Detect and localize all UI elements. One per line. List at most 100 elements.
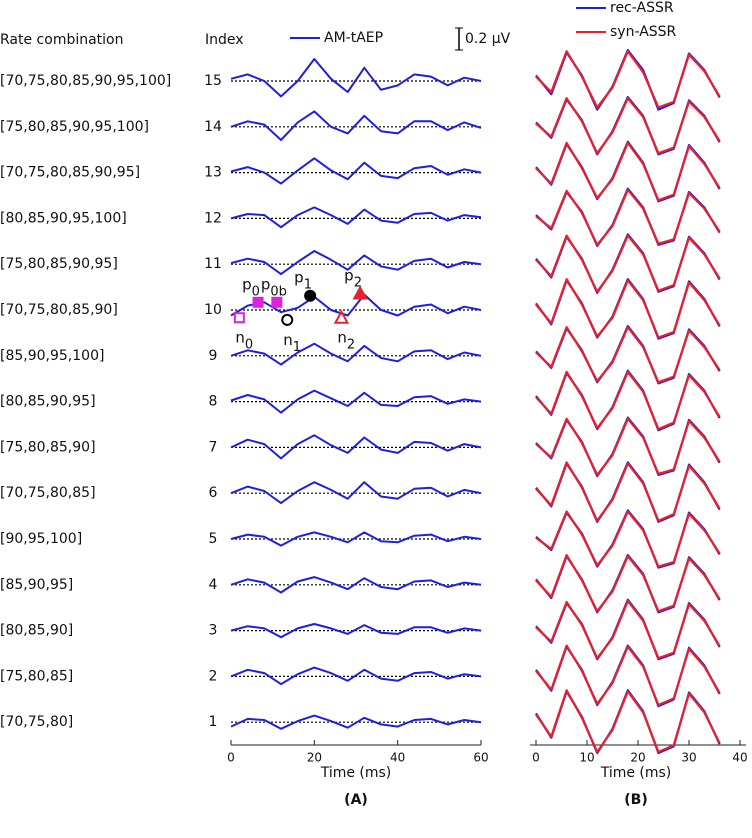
index-label: 11	[204, 256, 222, 272]
index-label: 1	[209, 714, 218, 730]
peak-label-sub: 0	[252, 284, 260, 299]
x-axis-label: Time (ms)	[600, 765, 672, 781]
rate-label: [70,75,80,85,90,95]	[0, 165, 140, 181]
header-index: Index	[205, 32, 244, 48]
index-label: 10	[204, 302, 222, 318]
index-label: 2	[209, 668, 218, 684]
trace	[535, 234, 721, 293]
peak-marker	[252, 296, 264, 308]
trace	[535, 326, 721, 384]
rate-label: [80,85,90,95]	[0, 394, 96, 410]
index-label: 4	[209, 577, 218, 593]
x-tick-label: 40	[732, 751, 747, 765]
trace	[535, 188, 721, 246]
rate-label: [70,75,80]	[0, 714, 73, 730]
peak-marker	[333, 309, 350, 324]
peak-label: n0	[235, 328, 253, 352]
peak-marker	[233, 312, 245, 324]
trace	[535, 554, 721, 613]
rate-label: [80,85,90,95,100]	[0, 210, 127, 226]
peak-label-sub: 2	[354, 275, 362, 290]
trace	[230, 531, 482, 547]
trace	[535, 141, 721, 202]
peak-label-base: p	[261, 275, 271, 293]
peak-label: p2	[344, 266, 362, 290]
peak-label-base: p	[344, 266, 354, 284]
peak-label: p1	[294, 268, 312, 292]
trace	[230, 110, 482, 141]
trace	[535, 510, 721, 568]
peak-label-sub: 1	[293, 339, 301, 354]
peak-label-sub: 1	[304, 277, 312, 292]
index-label: 12	[204, 210, 222, 226]
index-label: 14	[204, 119, 222, 135]
trace	[230, 623, 482, 639]
peak-label-sub: 2	[347, 337, 355, 352]
index-label: 15	[204, 73, 222, 89]
index-label: 13	[204, 165, 222, 181]
trace	[535, 417, 721, 476]
peak-label: n1	[283, 330, 301, 354]
trace	[230, 481, 482, 505]
index-label: 5	[209, 531, 218, 547]
trace	[535, 644, 721, 707]
peak-marker	[352, 285, 368, 300]
trace	[230, 250, 482, 276]
x-tick-label: 40	[390, 751, 405, 765]
peak-marker	[281, 313, 294, 326]
peak-label: p0	[242, 275, 260, 299]
trace	[535, 689, 721, 753]
trace	[535, 97, 721, 155]
legend-label: rec-ASSR	[610, 0, 674, 16]
rate-label: [80,85,90]	[0, 623, 73, 639]
x-axis-label: Time (ms)	[320, 765, 392, 781]
trace	[230, 389, 482, 414]
peak-label-base: n	[235, 328, 245, 346]
trace	[230, 434, 482, 460]
index-label: 7	[209, 439, 218, 455]
trace	[535, 599, 721, 660]
trace	[230, 157, 482, 185]
index-label: 3	[209, 623, 218, 639]
trace	[535, 50, 721, 109]
x-tick-label: 10	[579, 751, 594, 765]
panel-label: (B)	[624, 792, 647, 808]
trace	[535, 278, 721, 339]
trace	[230, 342, 482, 366]
peak-label-base: n	[283, 330, 293, 348]
trace	[230, 58, 482, 98]
legend-label: AM-tAEP	[324, 30, 383, 46]
index-label: 6	[209, 485, 218, 501]
panel-label: (A)	[344, 792, 368, 808]
x-tick-label: 20	[307, 751, 322, 765]
peak-label: n2	[337, 328, 355, 352]
rate-label: [70,75,80,85]	[0, 485, 96, 501]
peak-label-base: n	[337, 328, 347, 346]
rate-label: [90,95,100]	[0, 531, 82, 547]
rate-label: [75,80,85]	[0, 668, 73, 684]
peak-label-sub: 0	[245, 337, 253, 352]
peak-marker	[304, 289, 317, 302]
rate-label: [75,80,85,90,95,100]	[0, 119, 149, 135]
x-tick-label: 0	[227, 751, 235, 765]
x-tick-label: 60	[473, 751, 488, 765]
peak-label: p0b	[261, 275, 287, 299]
peak-label-base: p	[242, 275, 252, 293]
x-tick-label: 20	[630, 751, 645, 765]
index-label: 8	[209, 394, 218, 410]
trace	[535, 461, 721, 522]
trace	[230, 576, 482, 594]
trace	[230, 714, 482, 730]
trace	[230, 666, 482, 686]
rate-label: [85,90,95,100]	[0, 348, 104, 364]
peak-label-base: p	[294, 268, 304, 286]
x-tick-label: 30	[681, 751, 696, 765]
x-tick-label: 0	[532, 751, 540, 765]
rate-label: [85,90,95]	[0, 577, 73, 593]
legend-label: syn-ASSR	[610, 24, 677, 40]
trace	[535, 370, 721, 431]
trace	[230, 206, 482, 229]
rate-label: [75,80,85,90,95]	[0, 256, 118, 272]
peak-marker	[271, 296, 283, 308]
